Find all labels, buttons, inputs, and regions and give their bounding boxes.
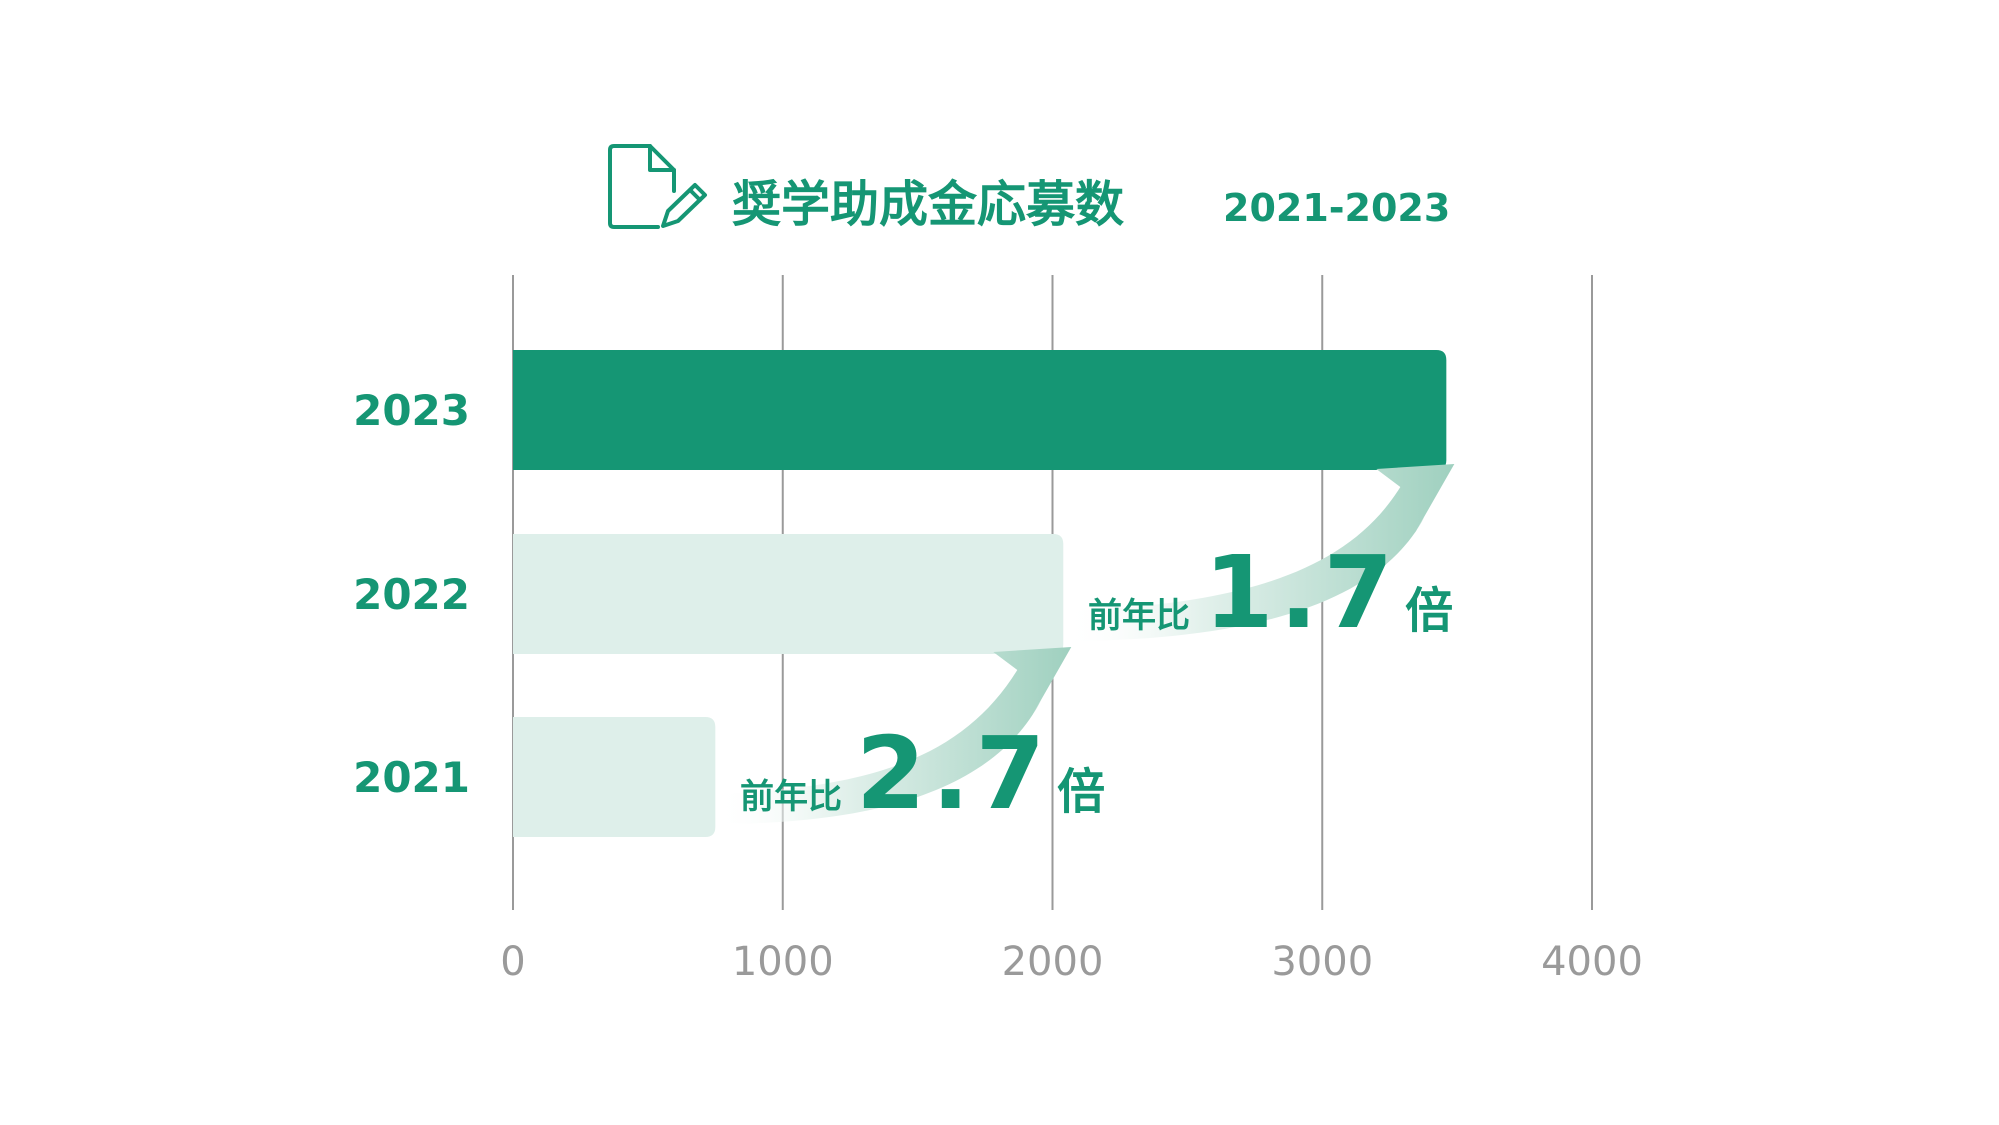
growth-value: 1.7	[1204, 534, 1399, 651]
bar-2021	[513, 717, 716, 837]
chart-title: 奨学助成金応募数	[732, 176, 1124, 233]
x-tick-label: 3000	[1271, 939, 1373, 985]
growth-label-2023: 前年比 1.7 倍	[1088, 534, 1453, 651]
growth-prefix: 前年比	[740, 777, 842, 817]
growth-suffix: 倍	[1057, 764, 1105, 820]
category-label-2023: 2023	[353, 386, 470, 435]
category-label-2022: 2022	[353, 570, 470, 619]
growth-label-2022: 前年比 2.7 倍	[740, 715, 1105, 832]
chart-year-range: 2021-2023	[1223, 186, 1450, 230]
growth-value: 2.7	[856, 715, 1051, 832]
bar-2022	[513, 534, 1064, 654]
category-label-2021: 2021	[353, 753, 470, 802]
growth-arrow-2023	[1063, 464, 1455, 641]
growth-suffix: 倍	[1405, 583, 1453, 639]
bar-2023	[513, 350, 1447, 470]
bars	[513, 350, 1447, 837]
x-tick-label: 1000	[732, 939, 834, 985]
document-edit-icon	[608, 144, 707, 229]
chart-header: 奨学助成金応募数 2021-2023	[608, 144, 1450, 233]
x-tick-label: 2000	[1002, 939, 1104, 985]
growth-arrow-2022	[715, 647, 1072, 824]
category-labels: 2023 2022 2021	[353, 386, 470, 802]
x-tick-label: 0	[500, 939, 525, 985]
growth-prefix: 前年比	[1088, 596, 1190, 636]
x-tick-labels: 0 1000 2000 3000 4000	[500, 939, 1643, 985]
x-tick-label: 4000	[1541, 939, 1643, 985]
